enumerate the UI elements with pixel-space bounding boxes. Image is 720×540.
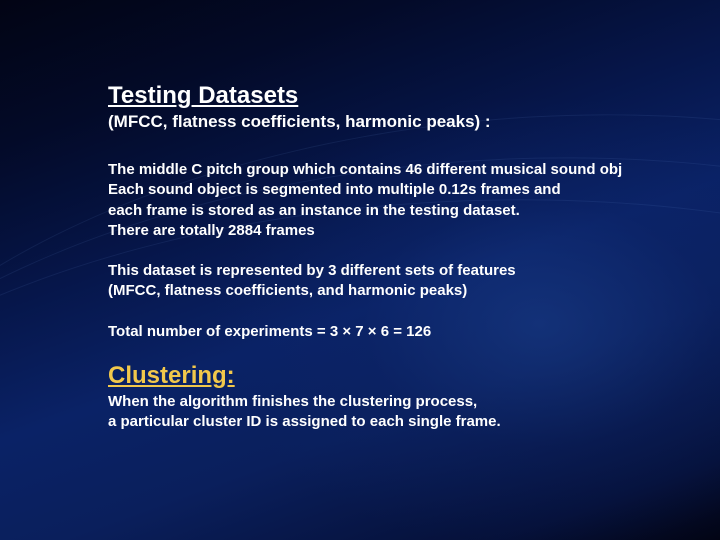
section-title-clustering: Clustering:: [108, 362, 720, 390]
clustering-body: When the algorithm finishes the clusteri…: [108, 392, 720, 433]
paragraph-1: The middle C pitch group which contains …: [108, 160, 720, 241]
section-subtitle: (MFCC, flatness coefficients, harmonic p…: [108, 112, 720, 132]
slide: Testing Datasets (MFCC, flatness coeffic…: [0, 0, 720, 540]
paragraph-3: Total number of experiments = 3 × 7 × 6 …: [108, 322, 720, 342]
paragraph-2: This dataset is represented by 3 differe…: [108, 261, 720, 302]
section-title-testing: Testing Datasets: [108, 82, 720, 110]
content-block: Testing Datasets (MFCC, flatness coeffic…: [108, 82, 720, 432]
